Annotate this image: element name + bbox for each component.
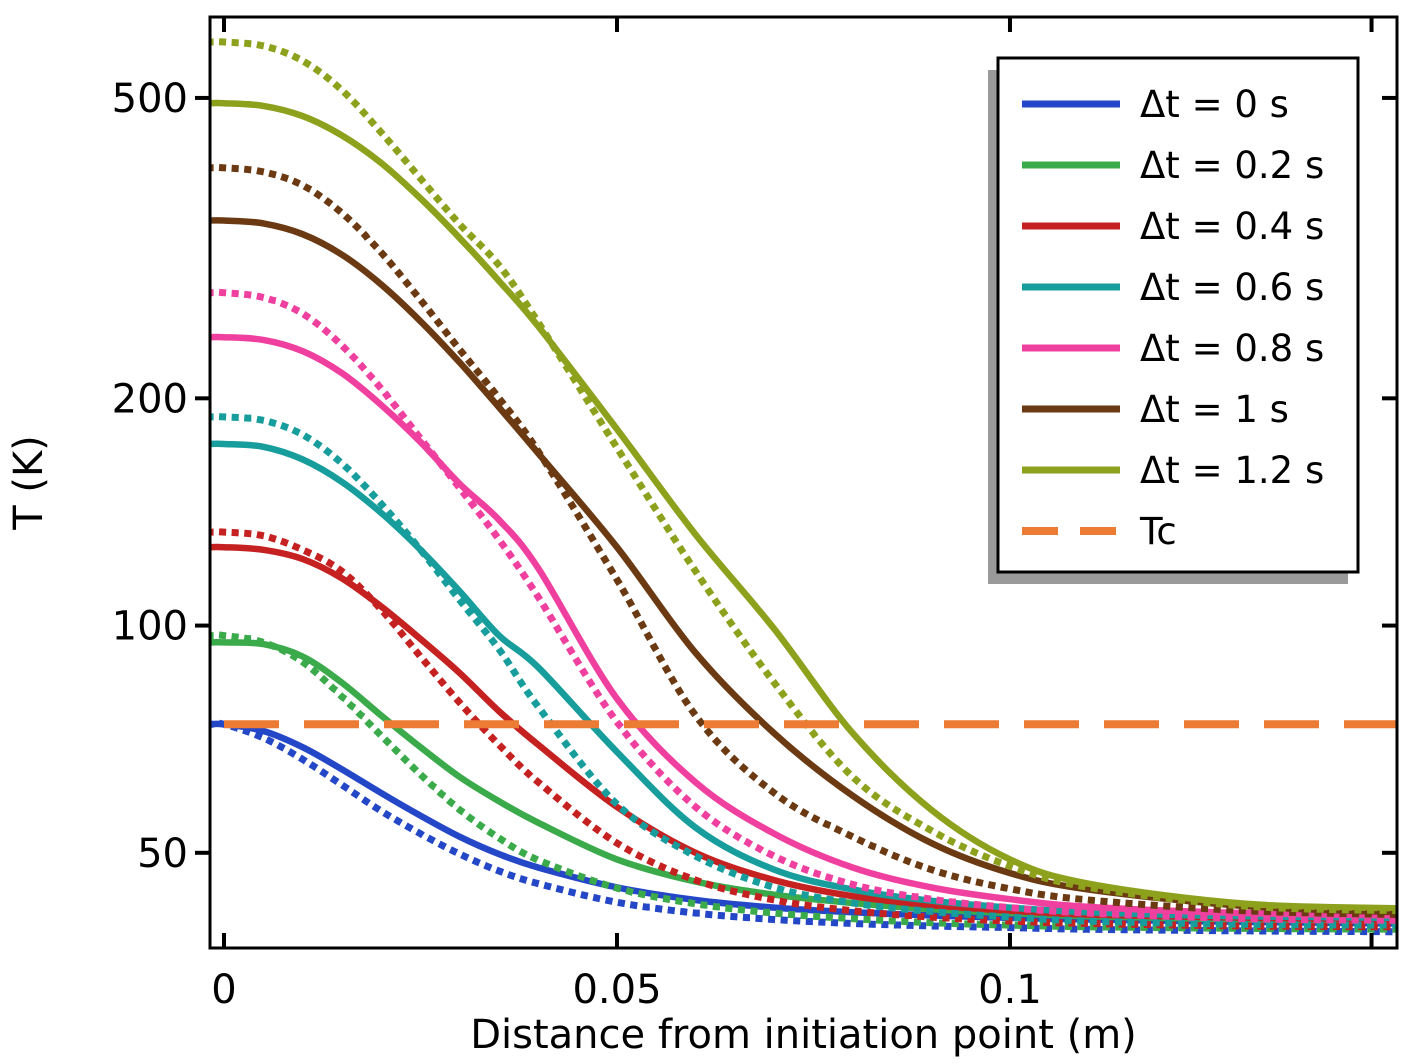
x-axis-label: Distance from initiation point (m) — [470, 1012, 1137, 1058]
legend-label-6: Δt = 1.2 s — [1140, 449, 1324, 492]
legend-label-1: Δt = 0.2 s — [1140, 144, 1324, 187]
curve-dotted-4 — [210, 288, 1397, 924]
curve-solid-6 — [210, 99, 1397, 912]
y-axis-tick-label-100: 100 — [112, 604, 188, 650]
plot-frame — [208, 15, 1399, 950]
curve-solid-5 — [210, 217, 1397, 916]
curve-solid-4 — [210, 333, 1397, 919]
y-axis-tick-label-500: 500 — [112, 76, 188, 122]
curve-dotted-0 — [210, 719, 1397, 936]
curve-solid-2 — [210, 543, 1397, 924]
x-axis-tick-label-0: 0 — [211, 967, 236, 1013]
curve-dotted-6 — [210, 38, 1397, 915]
y-axis-tick-label-200: 200 — [112, 376, 188, 422]
y-axis-label: T (K) — [6, 435, 52, 531]
y-axis-tick-label-50: 50 — [137, 831, 188, 877]
curve-solid-3 — [210, 440, 1397, 922]
curve-dotted-5 — [210, 163, 1397, 919]
curve-dotted-3 — [210, 413, 1397, 929]
legend-label-4: Δt = 0.8 s — [1140, 327, 1324, 370]
legend-box — [996, 56, 1360, 574]
legend-label-5: Δt = 1 s — [1140, 388, 1289, 431]
curve-dotted-2 — [210, 528, 1397, 931]
x-axis-tick-label-0.05: 0.05 — [572, 967, 661, 1013]
legend-label-2: Δt = 0.4 s — [1140, 205, 1324, 248]
curve-dotted-1 — [210, 631, 1397, 933]
x-axis-tick-label-0.1: 0.1 — [978, 967, 1042, 1013]
legend-label-0: Δt = 0 s — [1140, 83, 1289, 126]
legend-label-3: Δt = 0.6 s — [1140, 266, 1324, 309]
legend-label-tc: Tc — [1139, 510, 1177, 553]
